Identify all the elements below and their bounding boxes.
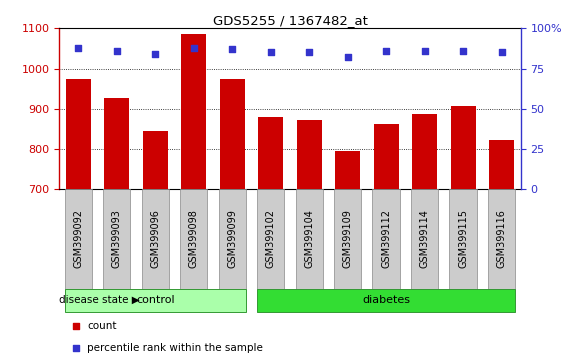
Bar: [488, 189, 515, 289]
Bar: [450, 106, 476, 189]
Text: GSM399116: GSM399116: [497, 210, 507, 268]
Text: GSM399096: GSM399096: [150, 210, 160, 268]
Bar: [257, 289, 515, 312]
Bar: [257, 189, 284, 289]
Text: GSM399099: GSM399099: [227, 210, 237, 268]
Point: [227, 46, 236, 52]
Point: [112, 48, 122, 54]
Point: [266, 50, 275, 55]
Text: GSM399092: GSM399092: [73, 210, 83, 268]
Bar: [65, 289, 246, 312]
Bar: [220, 79, 245, 189]
Text: GSM399112: GSM399112: [381, 210, 391, 268]
Point: [343, 55, 352, 60]
Point: [420, 48, 429, 54]
Text: GSM399109: GSM399109: [343, 210, 352, 268]
Title: GDS5255 / 1367482_at: GDS5255 / 1367482_at: [212, 14, 368, 27]
Text: GSM399104: GSM399104: [304, 210, 314, 268]
Bar: [373, 189, 400, 289]
Point: [497, 50, 506, 55]
Point: [74, 45, 83, 51]
Text: diabetes: diabetes: [362, 295, 410, 305]
Bar: [104, 98, 129, 189]
Bar: [296, 189, 323, 289]
Bar: [142, 189, 169, 289]
Point: [72, 345, 81, 350]
Point: [189, 45, 198, 51]
Text: disease state ▶: disease state ▶: [60, 295, 140, 305]
Text: GSM399115: GSM399115: [458, 210, 468, 268]
Bar: [412, 114, 437, 189]
Bar: [258, 117, 283, 189]
Bar: [65, 189, 92, 289]
Bar: [66, 79, 91, 189]
Point: [305, 50, 314, 55]
Text: control: control: [136, 295, 175, 305]
Bar: [449, 189, 477, 289]
Bar: [334, 189, 361, 289]
Point: [382, 48, 391, 54]
Point: [72, 324, 81, 329]
Bar: [103, 189, 131, 289]
Bar: [143, 131, 168, 189]
Bar: [374, 124, 399, 189]
Text: GSM399114: GSM399114: [419, 210, 430, 268]
Text: percentile rank within the sample: percentile rank within the sample: [87, 343, 263, 353]
Point: [151, 51, 160, 57]
Text: GSM399102: GSM399102: [266, 210, 276, 268]
Bar: [335, 151, 360, 189]
Bar: [489, 140, 514, 189]
Bar: [180, 189, 207, 289]
Bar: [297, 120, 321, 189]
Bar: [411, 189, 438, 289]
Bar: [218, 189, 246, 289]
Bar: [181, 34, 206, 189]
Point: [458, 48, 467, 54]
Text: GSM399093: GSM399093: [112, 210, 122, 268]
Text: GSM399098: GSM399098: [189, 210, 199, 268]
Text: count: count: [87, 321, 117, 331]
